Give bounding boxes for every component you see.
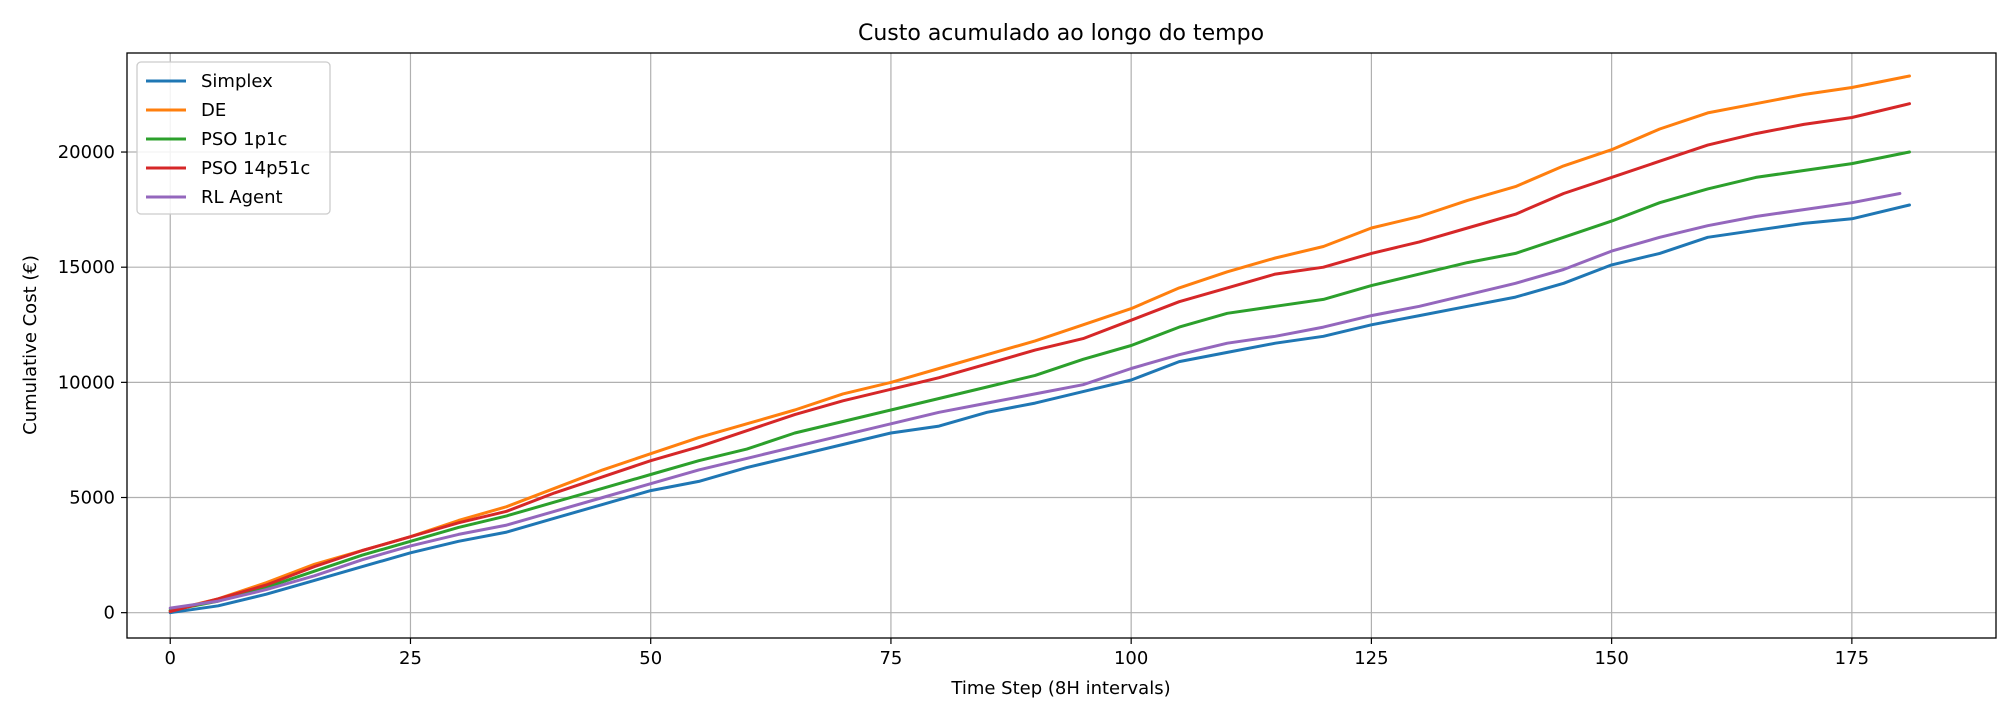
- legend-label-pso-14p51c: PSO 14p51c: [201, 158, 310, 179]
- x-tick-label: 50: [639, 648, 662, 669]
- y-tick-label: 10000: [58, 372, 115, 393]
- x-tick-label: 175: [1835, 648, 1869, 669]
- x-tick-label: 25: [399, 648, 422, 669]
- series-line-de: [168, 74, 1911, 612]
- grid: [127, 53, 1996, 638]
- y-axis-label: Cumulative Cost (€): [20, 255, 41, 435]
- y-tick-label: 20000: [58, 142, 115, 163]
- series-line-simplex: [168, 203, 1911, 615]
- series-lines: [168, 74, 1911, 615]
- legend-label-rl-agent: RL Agent: [201, 187, 283, 208]
- axis-ticks: 0 25 50 75 100 125 150 175 0 5000 10000 15000 20000: [58, 142, 1869, 669]
- y-tick-label: 15000: [58, 257, 115, 278]
- series-line-rl-agent: [168, 192, 1902, 610]
- legend-items: Simplex DE PSO 1p1c PSO 14p51c RL Agent: [146, 71, 310, 208]
- x-axis-label: Time Step (8H intervals): [950, 678, 1170, 699]
- legend-label-de: DE: [201, 100, 226, 121]
- x-tick-label: 150: [1594, 648, 1628, 669]
- x-tick-label: 100: [1114, 648, 1148, 669]
- plot-frame: [126, 52, 1997, 639]
- legend-box: [136, 61, 331, 215]
- x-tick-label: 75: [879, 648, 902, 669]
- chart-title: Custo acumulado ao longo do tempo: [858, 21, 1264, 46]
- legend-label-pso-1p1c: PSO 1p1c: [201, 129, 287, 150]
- legend: Simplex DE PSO 1p1c PSO 14p51c RL Agent: [136, 61, 331, 215]
- x-tick-label: 0: [165, 648, 176, 669]
- series-line-pso-1p1c: [168, 150, 1911, 612]
- legend-label-simplex: Simplex: [201, 71, 273, 92]
- y-tick-label: 5000: [69, 488, 115, 509]
- x-tick-label: 125: [1354, 648, 1388, 669]
- series-line-pso-14p51c: [168, 102, 1911, 613]
- y-tick-label: 0: [104, 603, 115, 624]
